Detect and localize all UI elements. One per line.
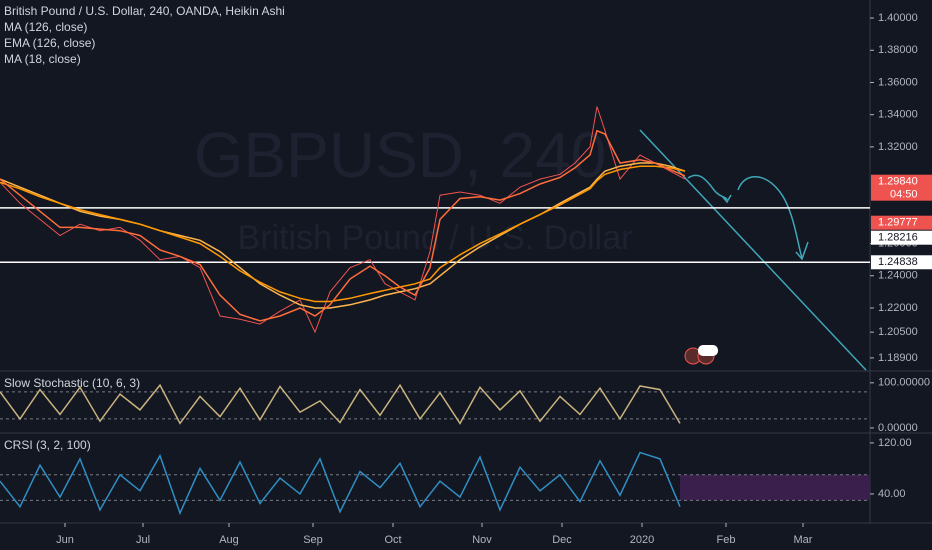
y-tick-label: 100.00000 xyxy=(878,377,930,389)
legend-entry: MA (18, close) xyxy=(4,52,81,66)
arrow-path xyxy=(737,175,803,259)
pane-title: CRSI (3, 2, 100) xyxy=(4,438,91,452)
y-tick-label: 1.32000 xyxy=(878,141,918,153)
price-label-box xyxy=(871,255,932,270)
x-tick-label: Jul xyxy=(136,534,150,546)
level-band xyxy=(680,474,870,501)
arrow-head xyxy=(795,241,809,261)
price-label: 1.28216 xyxy=(878,232,918,244)
y-tick-label: 1.18900 xyxy=(878,352,918,364)
price-label-box xyxy=(871,215,932,230)
y-tick-label: 120.00 xyxy=(878,437,912,449)
y-tick-label: 0.00000 xyxy=(878,422,918,434)
y-tick-label: 1.24000 xyxy=(878,270,918,282)
series-line xyxy=(0,383,681,425)
y-tick-label: 1.40000 xyxy=(878,12,918,24)
y-tick-label: 1.20500 xyxy=(878,326,918,338)
price-label: 1.29840 xyxy=(878,176,918,188)
price-label: 1.29777 xyxy=(878,217,918,229)
price-label-box xyxy=(871,174,932,201)
logo-badge xyxy=(684,345,718,365)
series-line xyxy=(0,165,686,303)
pane-title: Slow Stochastic (10, 6, 3) xyxy=(4,376,140,390)
x-tick-label: Sep xyxy=(303,534,323,546)
x-tick-label: Feb xyxy=(717,534,736,546)
y-tick-label: 1.34000 xyxy=(878,109,918,121)
watermark-symbol: GBPUSD, 240 xyxy=(194,119,607,191)
legend-entry: EMA (126, close) xyxy=(4,36,95,50)
x-tick-label: Jun xyxy=(56,534,74,546)
x-tick-label: 2020 xyxy=(630,534,654,546)
x-tick-label: Mar xyxy=(794,534,813,546)
x-tick-label: Dec xyxy=(552,534,572,546)
countdown: 04:50 xyxy=(890,189,918,201)
y-tick-label: 1.22000 xyxy=(878,302,918,314)
y-tick-label: 40.00 xyxy=(878,488,906,500)
arrow-path xyxy=(687,174,728,201)
price-label-box xyxy=(871,230,932,245)
badge xyxy=(698,345,718,356)
price-label: 1.24838 xyxy=(878,256,918,268)
watermark: GBPUSD, 240 British Pound / U.S. Dollar xyxy=(194,119,633,257)
x-tick-label: Nov xyxy=(472,534,492,546)
y-tick-label: 1.38000 xyxy=(878,44,918,56)
x-tick-label: Aug xyxy=(219,534,239,546)
y-tick-label: 1.36000 xyxy=(878,76,918,88)
x-tick-label: Oct xyxy=(384,534,401,546)
legend-entry: MA (126, close) xyxy=(4,20,87,34)
arrow-head xyxy=(721,194,732,204)
series-line xyxy=(0,129,686,322)
pane-title: British Pound / U.S. Dollar, 240, OANDA,… xyxy=(4,4,285,18)
series-line xyxy=(0,451,681,516)
